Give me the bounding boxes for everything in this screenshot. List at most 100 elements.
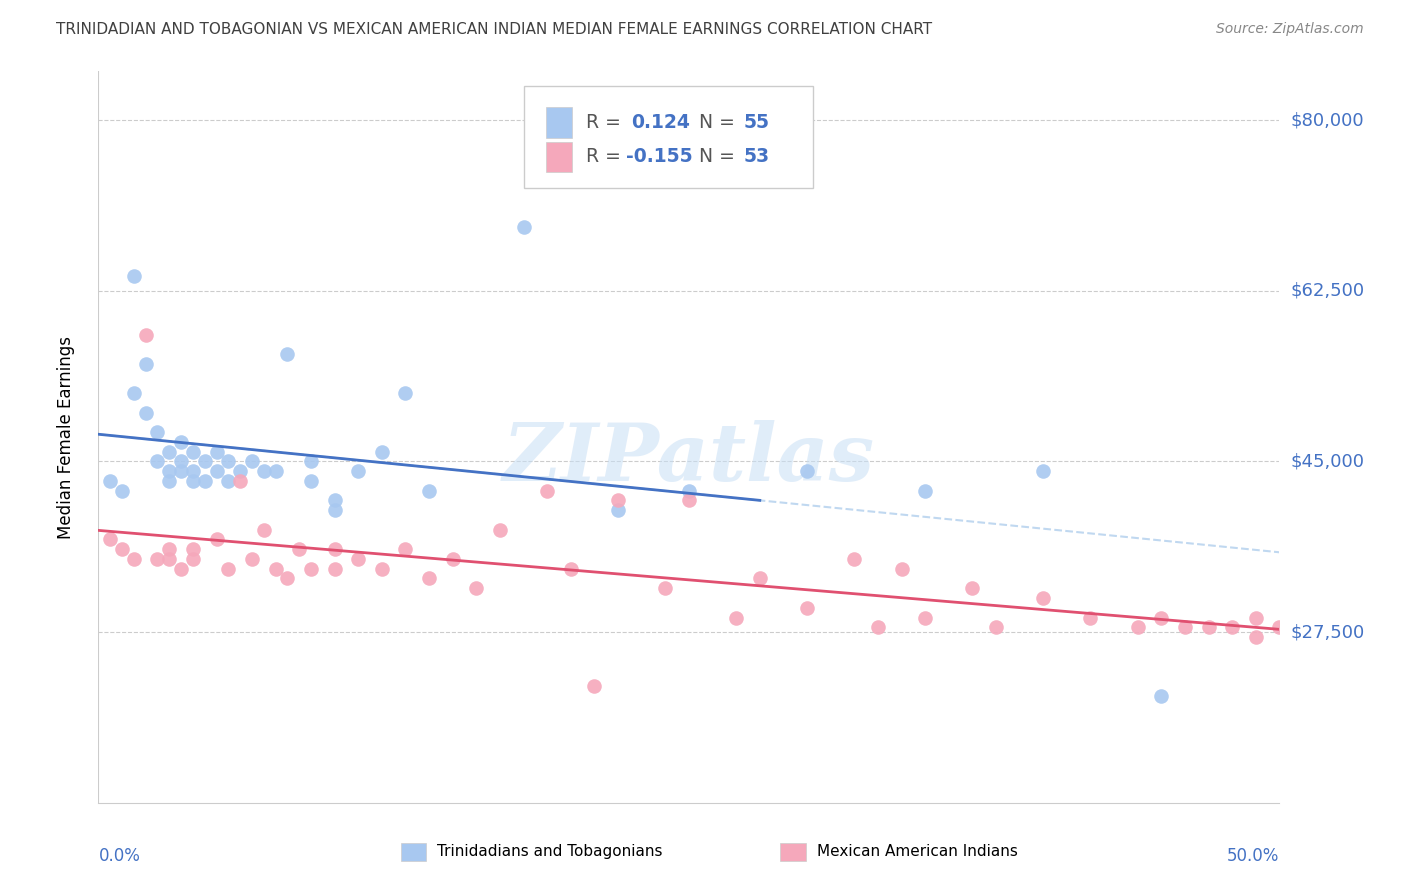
Point: [194, 474, 217, 488]
Point: [122, 386, 145, 401]
Point: [157, 444, 180, 458]
Point: [323, 503, 346, 517]
Text: $45,000: $45,000: [1291, 452, 1365, 470]
Point: [111, 542, 134, 557]
Point: [394, 542, 416, 557]
Point: [371, 562, 394, 576]
Point: [276, 347, 298, 361]
Point: [205, 444, 228, 458]
Point: [299, 454, 322, 468]
Point: [984, 620, 1007, 634]
Text: Trinidadians and Tobagonians: Trinidadians and Tobagonians: [437, 845, 662, 859]
Point: [536, 483, 558, 498]
Point: [1174, 620, 1197, 634]
Point: [157, 474, 180, 488]
Point: [264, 464, 287, 478]
Text: N =: N =: [686, 147, 741, 167]
Point: [205, 464, 228, 478]
Point: [1150, 689, 1173, 703]
Point: [1032, 591, 1054, 605]
Point: [1150, 610, 1173, 624]
Point: [347, 464, 370, 478]
Point: [441, 552, 464, 566]
Point: [98, 533, 121, 547]
Point: [1080, 610, 1102, 624]
Point: [914, 610, 936, 624]
Point: [1244, 610, 1267, 624]
Text: 50.0%: 50.0%: [1227, 847, 1279, 864]
Point: [217, 562, 239, 576]
Point: [1198, 620, 1220, 634]
Point: [1244, 630, 1267, 644]
Point: [844, 552, 866, 566]
Point: [418, 572, 440, 586]
Text: 0.0%: 0.0%: [98, 847, 141, 864]
Point: [890, 562, 912, 576]
Text: R =: R =: [586, 113, 627, 132]
Point: [796, 600, 818, 615]
Point: [194, 454, 217, 468]
Point: [217, 474, 239, 488]
Point: [465, 581, 488, 595]
Point: [157, 552, 180, 566]
Point: [1268, 620, 1291, 634]
Text: ZIPatlas: ZIPatlas: [503, 420, 875, 498]
Point: [146, 454, 169, 468]
Text: Source: ZipAtlas.com: Source: ZipAtlas.com: [1216, 22, 1364, 37]
Point: [264, 562, 287, 576]
Point: [796, 464, 818, 478]
Point: [253, 464, 276, 478]
Text: $62,500: $62,500: [1291, 282, 1365, 300]
Point: [323, 542, 346, 557]
Point: [181, 444, 204, 458]
Point: [146, 425, 169, 440]
Point: [135, 327, 157, 342]
Point: [240, 454, 263, 468]
Point: [678, 493, 700, 508]
Point: [135, 406, 157, 420]
Text: $80,000: $80,000: [1291, 112, 1364, 129]
Point: [678, 483, 700, 498]
Text: Mexican American Indians: Mexican American Indians: [817, 845, 1018, 859]
Point: [1032, 464, 1054, 478]
Point: [371, 444, 394, 458]
Text: $27,500: $27,500: [1291, 624, 1365, 641]
Point: [394, 386, 416, 401]
Point: [181, 542, 204, 557]
Point: [217, 454, 239, 468]
Point: [276, 572, 298, 586]
Point: [347, 552, 370, 566]
Point: [607, 503, 630, 517]
Point: [583, 679, 606, 693]
Y-axis label: Median Female Earnings: Median Female Earnings: [56, 335, 75, 539]
Point: [181, 464, 204, 478]
Text: 55: 55: [744, 113, 769, 132]
Point: [122, 552, 145, 566]
FancyBboxPatch shape: [523, 86, 813, 188]
FancyBboxPatch shape: [546, 107, 572, 138]
Text: TRINIDADIAN AND TOBAGONIAN VS MEXICAN AMERICAN INDIAN MEDIAN FEMALE EARNINGS COR: TRINIDADIAN AND TOBAGONIAN VS MEXICAN AM…: [56, 22, 932, 37]
Point: [170, 562, 193, 576]
Point: [748, 572, 770, 586]
Point: [170, 464, 193, 478]
Text: 0.124: 0.124: [631, 113, 690, 132]
Text: N =: N =: [686, 113, 741, 132]
Point: [181, 552, 204, 566]
Point: [98, 474, 121, 488]
Point: [157, 464, 180, 478]
FancyBboxPatch shape: [546, 142, 572, 172]
Text: R =: R =: [586, 147, 627, 167]
Point: [135, 357, 157, 371]
Point: [1126, 620, 1149, 634]
Point: [489, 523, 512, 537]
Point: [170, 434, 193, 449]
Text: -0.155: -0.155: [626, 147, 693, 167]
Point: [512, 220, 534, 235]
Point: [205, 533, 228, 547]
Text: 53: 53: [744, 147, 769, 167]
Point: [299, 474, 322, 488]
Point: [866, 620, 889, 634]
Point: [229, 464, 252, 478]
Point: [229, 474, 252, 488]
Point: [288, 542, 311, 557]
